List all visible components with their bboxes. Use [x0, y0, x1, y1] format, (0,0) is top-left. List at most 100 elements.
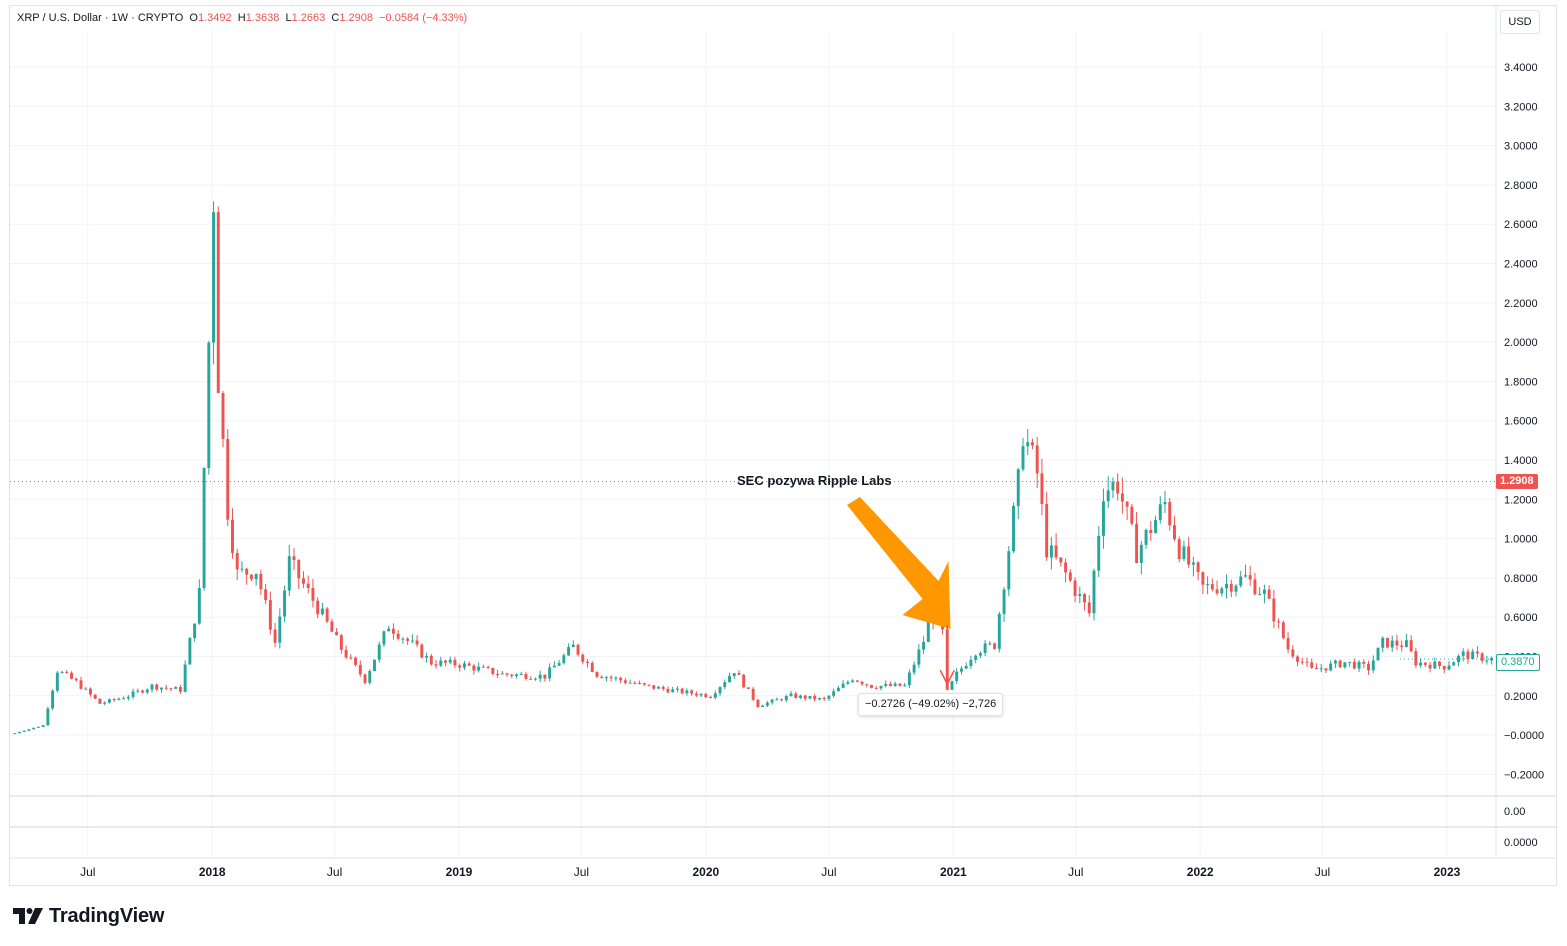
candle-body	[1390, 640, 1394, 648]
candle-body	[699, 694, 703, 696]
candle-body	[950, 681, 954, 690]
x-tick-label: 2018	[199, 865, 226, 879]
candle-body	[581, 654, 585, 662]
candle-body	[1007, 551, 1011, 590]
candle-body	[723, 682, 727, 688]
change-value: −0.0584 (−4.33%)	[379, 12, 468, 24]
candle-body	[1248, 575, 1252, 580]
candle-body	[1386, 637, 1389, 648]
candle-body	[491, 667, 495, 674]
candle-body	[642, 683, 646, 685]
candle-body	[429, 655, 433, 665]
price-range-measure-label: −0.2726 (−49.02%) −2,726	[858, 693, 1004, 716]
last-close-price-label: 1.2908	[1496, 474, 1538, 489]
candles	[13, 201, 1494, 735]
candle-body	[46, 708, 50, 726]
candle-body	[519, 673, 523, 675]
candle-body	[70, 672, 74, 679]
candle-body	[462, 663, 466, 668]
measure-arrowhead	[939, 669, 955, 686]
candle-body	[1059, 557, 1063, 563]
tradingview-logo-icon	[13, 908, 43, 924]
candle-body	[164, 687, 168, 689]
candle-body	[368, 671, 372, 683]
candle-body	[1258, 593, 1262, 595]
candle-body	[1296, 656, 1300, 662]
candle-body	[1348, 661, 1352, 663]
chart-frame	[9, 5, 1557, 886]
candle-body	[1154, 519, 1158, 534]
candle-body	[926, 604, 930, 642]
candle-body	[1045, 504, 1049, 558]
candle-body	[590, 662, 594, 672]
candle-body	[335, 631, 339, 636]
candle-body	[1234, 585, 1238, 592]
candle-body	[316, 600, 320, 615]
candle-body	[1182, 546, 1186, 560]
candle-body	[325, 608, 329, 622]
candle-body	[1135, 523, 1139, 563]
candle-body	[595, 671, 599, 677]
tradingview-brand[interactable]: TradingView	[13, 904, 164, 928]
candle-body	[467, 663, 471, 666]
candle-body	[434, 664, 438, 666]
y-tick-label: 1.0000	[1504, 534, 1538, 546]
ohlc-legend: XRP / U.S. Dollar · 1W · CRYPTO O1.3492 …	[17, 12, 467, 24]
candle-body	[685, 690, 689, 694]
x-tick-label: Jul	[1315, 865, 1330, 879]
candle-body	[959, 668, 963, 672]
overlays	[10, 480, 1496, 686]
candle-body	[557, 663, 561, 666]
candle-body	[510, 674, 514, 677]
candle-body	[1021, 446, 1025, 470]
candle-body	[122, 698, 126, 700]
x-tick-label: Jul	[80, 865, 95, 879]
symbol-title[interactable]: XRP / U.S. Dollar · 1W · CRYPTO	[17, 12, 184, 24]
open-value: 1.3492	[197, 12, 232, 24]
sec-lawsuit-annotation[interactable]: SEC pozywa Ripple Labs	[737, 473, 892, 488]
candle-body	[415, 640, 419, 645]
candle-body	[107, 699, 111, 703]
candle-body	[1362, 661, 1366, 664]
x-tick-label: Jul	[574, 865, 589, 879]
y-tick-label: 0.8000	[1504, 573, 1538, 585]
candle-body	[311, 588, 315, 601]
candle-body	[874, 687, 878, 689]
candle-body	[1049, 545, 1053, 558]
candle-body	[1030, 442, 1034, 446]
candle-body	[1447, 665, 1451, 670]
candle-body	[60, 671, 64, 673]
candle-body	[865, 684, 869, 686]
y-tick-label: 1.6000	[1504, 416, 1538, 428]
candle-body	[638, 683, 642, 685]
candle-body	[1367, 663, 1371, 671]
candle-body	[732, 673, 736, 677]
candle-body	[1404, 640, 1408, 647]
candle-body	[320, 608, 324, 615]
candle-body	[1083, 594, 1086, 603]
candle-body	[264, 589, 268, 601]
x-tick-label: Jul	[327, 865, 342, 879]
candle-body	[586, 661, 589, 663]
candle-body	[1101, 501, 1105, 536]
candle-body	[1149, 529, 1153, 534]
y-tick-label: 1.8000	[1504, 376, 1538, 388]
x-tick-label: 2020	[692, 865, 719, 879]
candle-body	[155, 684, 159, 690]
candle-body	[112, 699, 116, 701]
x-tick-label: Jul	[821, 865, 836, 879]
candle-body	[671, 689, 675, 693]
candle-body	[1078, 594, 1082, 596]
candle-body	[1272, 598, 1276, 622]
currency-button[interactable]: USD	[1500, 10, 1540, 34]
candle-body	[969, 659, 973, 666]
candle-body	[17, 731, 21, 734]
candle-body	[870, 684, 873, 688]
candle-body	[141, 690, 145, 693]
candle-body	[704, 694, 708, 698]
sub-pane-tick-label: 0.0000	[1504, 837, 1538, 849]
candle-body	[420, 644, 424, 658]
candle-body	[425, 655, 429, 658]
candle-body	[500, 673, 504, 675]
